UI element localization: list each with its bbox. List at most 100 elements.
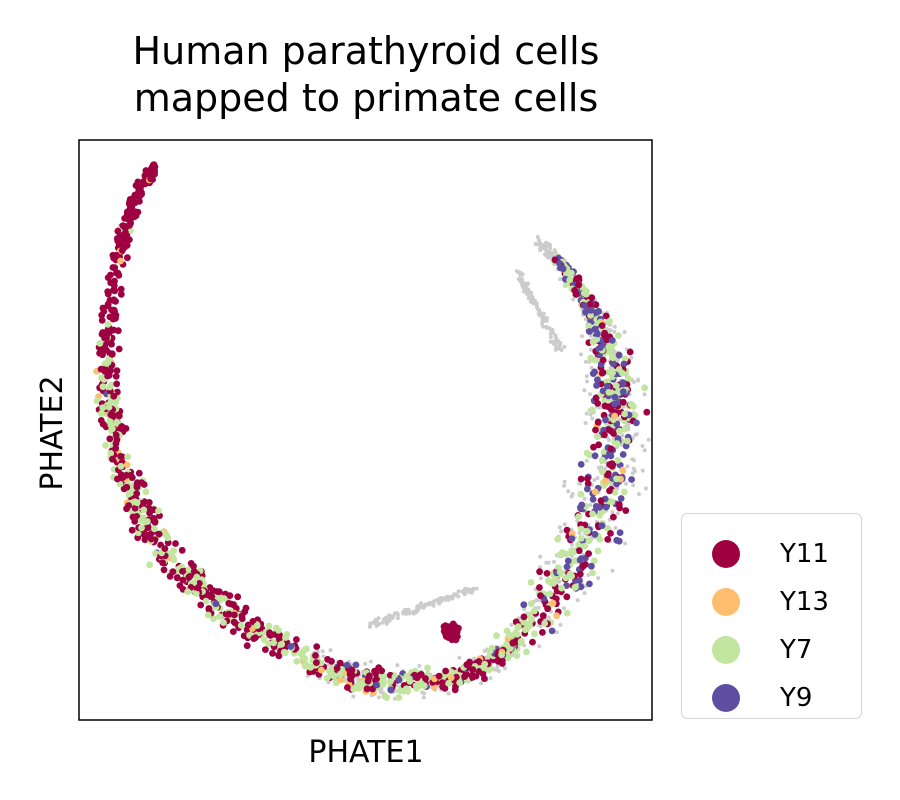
scatter-point [422,691,427,696]
scatter-point [571,297,576,302]
scatter-point [544,324,549,329]
legend-label-y11: Y11 [780,539,829,569]
scatter-point [117,285,125,293]
legend-label-y13: Y13 [780,587,829,617]
scatter-point [597,344,604,351]
scatter-point [463,661,471,669]
scatter-point [348,666,356,674]
scatter-point [584,475,591,482]
scatter-point [556,568,564,576]
scatter-point [417,664,422,668]
scatter-point [584,374,589,379]
scatter-point [471,586,476,591]
scatter-point [131,498,139,506]
scatter-point [585,537,593,545]
scatter-point [212,600,220,608]
scatter-point [613,480,620,488]
scatter-point [620,433,625,438]
scatter-point [544,605,551,613]
scatter-point [563,593,571,601]
scatter-point [106,297,114,304]
scatter-point [386,678,394,685]
scatter-point [594,547,602,555]
chart-title: Human parathyroid cells mapped to primat… [133,28,600,122]
scatter-point [523,648,530,656]
scatter-point [575,281,583,289]
scatter-point [575,513,582,520]
scatter-point [615,351,623,359]
scatter-point [463,590,468,595]
scatter-point [587,306,595,314]
scatter-point [312,652,319,659]
scatter-point [579,352,583,357]
scatter-point [113,436,121,444]
scatter-point [380,620,385,625]
scatter-point [275,635,283,643]
scatter-point [610,360,617,367]
scatter-point [636,378,640,383]
scatter-point [588,406,596,414]
scatter-point [596,535,604,543]
scatter-point [104,302,112,310]
scatter-point [524,622,532,630]
scatter-point [612,329,617,334]
scatter-point [520,613,528,621]
scatter-point [642,448,647,453]
scatter-point [160,566,168,574]
scatter-point [589,365,594,370]
scatter-point [539,629,546,636]
scatter-point [548,627,556,635]
scatter-point [118,247,126,254]
scatter-point [548,243,553,248]
scatter-point [620,360,628,368]
scatter-point [640,444,645,448]
scatter-point [447,674,455,682]
scatter-point [585,379,589,384]
scatter-point [556,260,563,267]
scatter-point [416,604,420,609]
scatter-point [99,404,107,412]
scatter-point [336,671,344,679]
scatter-point [148,164,156,172]
scatter-point [571,584,579,591]
plot-frame [78,139,653,721]
scatter-point [287,643,295,650]
scatter-point [166,551,174,558]
scatter-point [615,366,623,373]
scatter-point [159,559,167,567]
scatter-point [125,490,133,498]
scatter-point [564,557,572,565]
scatter-point [512,629,520,637]
scatter-point [610,430,617,437]
scatter-point [602,503,610,511]
scatter-point [526,291,531,296]
scatter-point [238,612,246,620]
scatter-point [611,400,618,408]
scatter-point [598,522,606,530]
scatter-point [619,398,627,406]
scatter-point [613,440,621,447]
legend-item-y9: Y9 [712,678,812,718]
scatter-point [481,660,489,668]
scatter-point [116,480,124,488]
scatter-point [524,281,529,286]
scatter-point [598,322,606,329]
scatter-point [331,672,338,680]
scatter-point [249,618,257,625]
scatter-point [602,312,610,320]
scatter-point [210,615,217,623]
scatter-point [443,597,448,602]
scatter-point [562,344,567,349]
scatter-point [376,695,381,700]
scatter-point [113,367,121,374]
scatter-point [594,400,602,407]
scatter-point [581,542,588,550]
scatter-point [293,636,300,643]
scatter-point [608,462,616,470]
scatter-point [610,513,617,521]
scatter-point [190,568,198,575]
scatter-point [146,509,154,517]
scatter-point [642,392,647,397]
scatter-point [152,550,160,557]
scatter-point [446,691,451,696]
